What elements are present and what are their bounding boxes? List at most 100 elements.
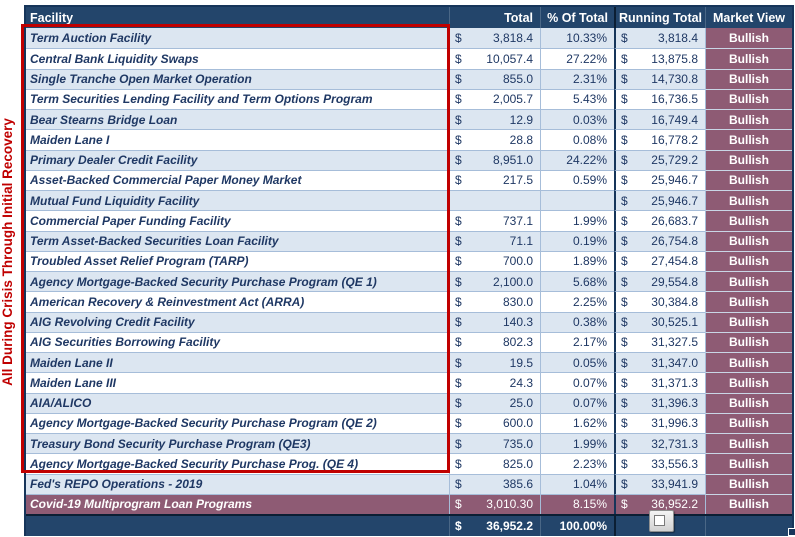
total-cell[interactable]: $10,057.4 [449,48,540,69]
total-cell[interactable]: $28.8 [449,129,540,150]
facility-cell[interactable]: Agency Mortgage-Backed Security Purchase… [26,453,449,474]
facility-cell[interactable]: Term Auction Facility [26,28,449,49]
facility-cell[interactable]: Term Asset-Backed Securities Loan Facili… [26,230,449,251]
facility-cell[interactable]: Maiden Lane III [26,372,449,393]
market-view-cell[interactable]: Bullish [705,48,792,69]
facility-cell[interactable]: AIA/ALICO [26,392,449,413]
market-view-cell[interactable]: Bullish [705,88,792,109]
facility-cell[interactable]: Fed's REPO Operations - 2019 [26,473,449,494]
market-view-cell[interactable]: Bullish [705,109,792,130]
running-total-cell[interactable]: $30,525.1 [614,311,705,332]
total-cell[interactable]: $385.6 [449,473,540,494]
pct-of-total-cell[interactable]: 0.05% [540,352,614,373]
running-total-cell[interactable]: $26,683.7 [614,210,705,231]
market-view-cell[interactable]: Bullish [705,271,792,292]
pct-of-total-cell[interactable]: 2.17% [540,331,614,352]
total-cell[interactable]: $12.9 [449,109,540,130]
market-view-cell[interactable]: Bullish [705,392,792,413]
facility-cell[interactable]: Central Bank Liquidity Swaps [26,48,449,69]
pct-of-total-cell[interactable]: 5.43% [540,88,614,109]
facility-cell[interactable]: Treasury Bond Security Purchase Program … [26,433,449,454]
total-cell[interactable] [449,190,540,211]
running-total-cell[interactable]: $16,778.2 [614,129,705,150]
market-view-cell[interactable]: Bullish [705,453,792,474]
footer-grand-total-cell[interactable]: $ 36,952.2 [449,516,540,536]
facility-cell[interactable]: Bear Stearns Bridge Loan [26,109,449,130]
selection-fill-handle[interactable] [788,528,795,536]
total-cell[interactable]: $19.5 [449,352,540,373]
pct-of-total-cell[interactable]: 27.22% [540,48,614,69]
pct-of-total-cell[interactable]: 2.25% [540,291,614,312]
facility-cell[interactable]: Agency Mortgage-Backed Security Purchase… [26,412,449,433]
footer-running-cell[interactable] [614,516,705,536]
market-view-cell[interactable]: Bullish [705,412,792,433]
total-cell[interactable]: $735.0 [449,433,540,454]
footer-pct-cell[interactable]: 100.00% [540,516,614,536]
running-total-cell[interactable]: $33,556.3 [614,453,705,474]
facility-cell[interactable]: Agency Mortgage-Backed Security Purchase… [26,271,449,292]
facility-cell[interactable]: AIG Revolving Credit Facility [26,311,449,332]
running-total-cell[interactable]: $31,347.0 [614,352,705,373]
pct-of-total-cell[interactable]: 8.15% [540,493,614,514]
running-total-cell[interactable]: $26,754.8 [614,230,705,251]
pct-of-total-cell[interactable]: 0.08% [540,129,614,150]
pct-of-total-cell[interactable]: 1.89% [540,250,614,271]
market-view-cell[interactable]: Bullish [705,129,792,150]
total-cell[interactable]: $700.0 [449,250,540,271]
running-total-cell[interactable]: $31,396.3 [614,392,705,413]
total-cell[interactable]: $8,951.0 [449,149,540,170]
pct-of-total-cell[interactable]: 0.59% [540,169,614,190]
market-view-cell[interactable]: Bullish [705,28,792,49]
facility-cell[interactable]: Covid-19 Multiprogram Loan Programs [26,493,449,514]
pct-of-total-cell[interactable]: 1.99% [540,210,614,231]
total-cell[interactable]: $830.0 [449,291,540,312]
pct-of-total-cell[interactable]: 10.33% [540,28,614,49]
market-view-cell[interactable]: Bullish [705,331,792,352]
running-total-cell[interactable]: $33,941.9 [614,473,705,494]
running-total-cell[interactable]: $25,729.2 [614,149,705,170]
running-total-cell[interactable]: $16,749.4 [614,109,705,130]
total-cell[interactable]: $855.0 [449,68,540,89]
pct-of-total-cell[interactable]: 24.22% [540,149,614,170]
header-running-total[interactable]: Running Total [614,7,705,28]
market-view-cell[interactable]: Bullish [705,473,792,494]
market-view-cell[interactable]: Bullish [705,149,792,170]
running-total-cell[interactable]: $32,731.3 [614,433,705,454]
header-market-view[interactable]: Market View [705,7,792,28]
pct-of-total-cell[interactable]: 0.38% [540,311,614,332]
market-view-cell[interactable]: Bullish [705,352,792,373]
facility-cell[interactable]: Maiden Lane I [26,129,449,150]
facility-cell[interactable]: American Recovery & Reinvestment Act (AR… [26,291,449,312]
running-total-cell[interactable]: $13,875.8 [614,48,705,69]
running-total-cell[interactable]: $27,454.8 [614,250,705,271]
total-cell[interactable]: $25.0 [449,392,540,413]
pct-of-total-cell[interactable]: 0.19% [540,230,614,251]
pct-of-total-cell[interactable]: 2.23% [540,453,614,474]
pct-of-total-cell[interactable]: 1.62% [540,412,614,433]
total-cell[interactable]: $802.3 [449,331,540,352]
market-view-cell[interactable]: Bullish [705,433,792,454]
market-view-cell[interactable]: Bullish [705,250,792,271]
running-total-cell[interactable]: $30,384.8 [614,291,705,312]
facility-cell[interactable]: Mutual Fund Liquidity Facility [26,190,449,211]
market-view-cell[interactable]: Bullish [705,210,792,231]
total-cell[interactable]: $737.1 [449,210,540,231]
running-total-cell[interactable]: $25,946.7 [614,190,705,211]
total-cell[interactable]: $24.3 [449,372,540,393]
footer-facility-cell[interactable] [26,516,449,536]
facility-cell[interactable]: Term Securities Lending Facility and Ter… [26,88,449,109]
facility-cell[interactable]: AIG Securities Borrowing Facility [26,331,449,352]
running-total-cell[interactable]: $31,327.5 [614,331,705,352]
pct-of-total-cell[interactable]: 0.07% [540,372,614,393]
total-cell[interactable]: $217.5 [449,169,540,190]
total-cell[interactable]: $140.3 [449,311,540,332]
header-pct-of-total[interactable]: % Of Total [540,7,614,28]
total-cell[interactable]: $825.0 [449,453,540,474]
total-cell[interactable]: $3,818.4 [449,28,540,49]
facility-cell[interactable]: Single Tranche Open Market Operation [26,68,449,89]
running-total-cell[interactable]: $14,730.8 [614,68,705,89]
facility-cell[interactable]: Troubled Asset Relief Program (TARP) [26,250,449,271]
running-total-cell[interactable]: $16,736.5 [614,88,705,109]
pct-of-total-cell[interactable]: 1.99% [540,433,614,454]
facility-cell[interactable]: Asset-Backed Commercial Paper Money Mark… [26,169,449,190]
